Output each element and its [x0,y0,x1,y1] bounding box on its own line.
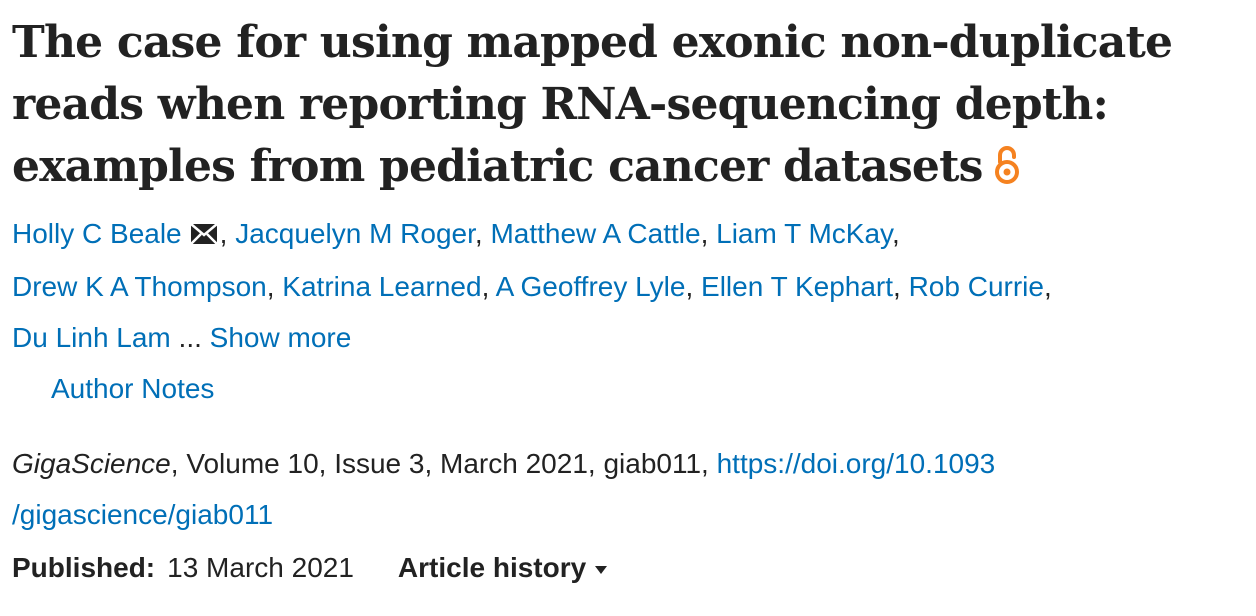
article-title-text: The case for using mapped exonic non-dup… [12,17,1173,192]
published-date: 13 March 2021 [167,552,354,583]
article-title: The case for using mapped exonic non-dup… [12,12,1242,202]
citation-details: , Volume 10, Issue 3, March 2021, giab01… [170,448,717,479]
author-separator: , [1043,271,1052,302]
author-link[interactable]: Holly C Beale [12,218,182,249]
author-separator: , [266,271,283,302]
open-access-lock-icon [993,140,1021,202]
doi-link[interactable]: https://doi.org/10.1093 [716,448,996,479]
author-link[interactable]: Liam T McKay [716,218,892,249]
author-separator: , [893,271,909,302]
author-separator: , [474,218,491,249]
author-link[interactable]: Rob Currie [908,271,1044,302]
author-ellipsis: ... [178,322,202,353]
author-link[interactable]: Drew K A Thompson [12,271,267,302]
author-separator: , [481,271,496,302]
show-more-link[interactable]: Show more [209,322,352,353]
doi-link-continued[interactable]: /gigascience/giab011 [12,499,274,530]
envelope-icon[interactable] [189,210,218,261]
publication-info: Published: 13 March 2021 Article history [12,540,1256,593]
author-separator: , [700,218,717,249]
article-history-toggle[interactable]: Article history [398,552,608,583]
article-history-label: Article history [397,552,587,583]
author-separator: , [685,271,702,302]
citation: GigaScience, Volume 10, Issue 3, March 2… [12,438,1242,540]
author-link[interactable]: Matthew A Cattle [490,218,701,249]
author-notes-link[interactable]: Author Notes [51,373,215,404]
author-link[interactable]: Jacquelyn M Roger [235,218,475,249]
author-link[interactable]: A Geoffrey Lyle [495,271,686,302]
author-list: Holly C Beale, Jacquelyn M Roger, Matthe… [12,208,1242,414]
author-link[interactable]: Ellen T Kephart [701,271,894,302]
author-separator: , [219,218,236,249]
author-link[interactable]: Du Linh Lam [12,322,171,353]
author-separator: , [891,218,900,249]
caret-down-icon [594,540,608,591]
journal-name: GigaScience [12,448,171,479]
published-label: Published: [12,552,156,583]
author-link[interactable]: Katrina Learned [282,271,482,302]
